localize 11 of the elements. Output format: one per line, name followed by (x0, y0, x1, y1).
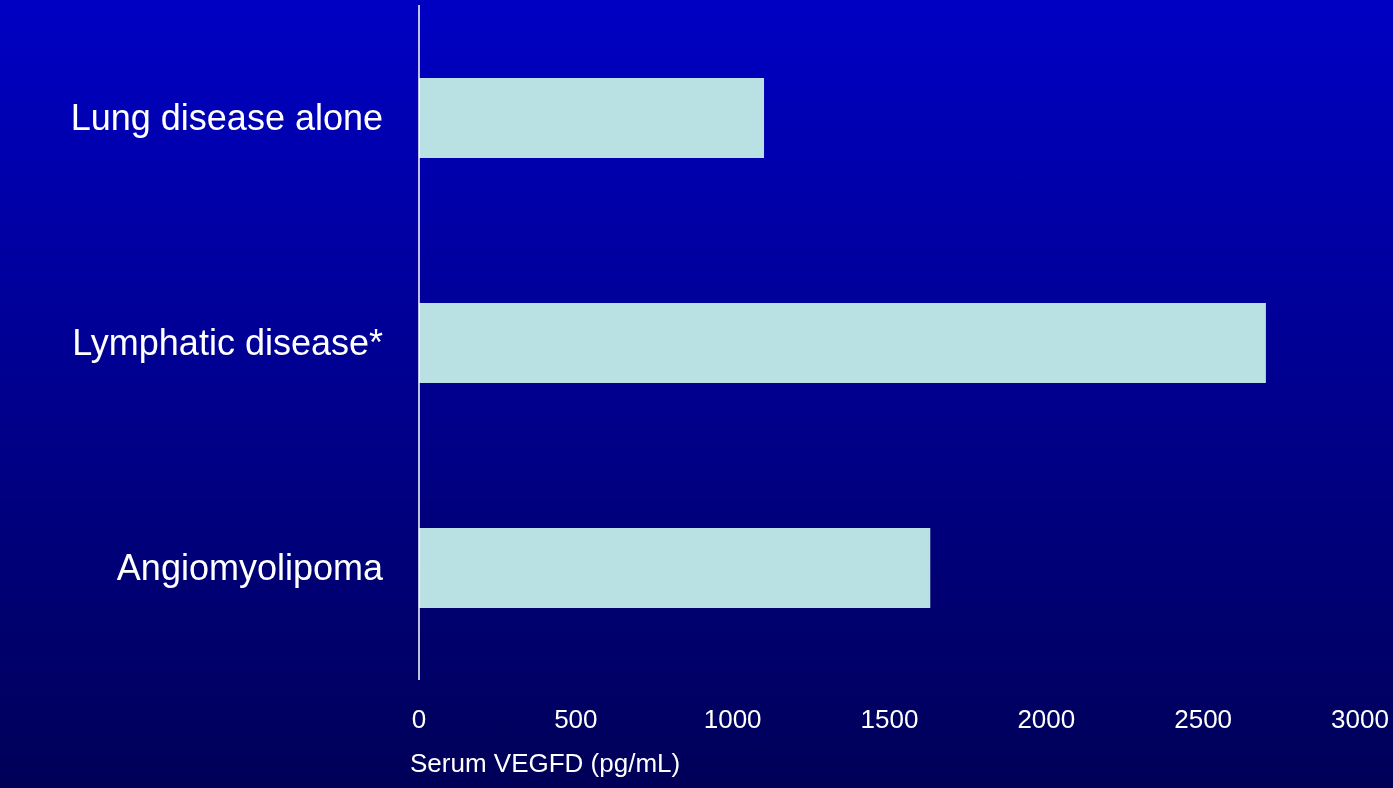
x-tick-label: 2000 (1017, 704, 1076, 735)
x-tick-label: 1500 (860, 704, 919, 735)
x-axis-title: Serum VEGFD (pg/mL) (410, 748, 681, 778)
y-tick-label: Lung disease alone (70, 97, 383, 139)
x-tick-label: 1000 (703, 704, 762, 735)
x-tick-label: 3000 (1331, 704, 1389, 735)
y-tick-label: Angiomyolipoma (116, 547, 384, 589)
y-tick-label: Lymphatic disease* (72, 322, 383, 364)
x-tick-label: 2500 (1174, 704, 1233, 735)
x-tick-label: 500 (554, 704, 598, 735)
x-tick-label: 0 (411, 704, 427, 735)
